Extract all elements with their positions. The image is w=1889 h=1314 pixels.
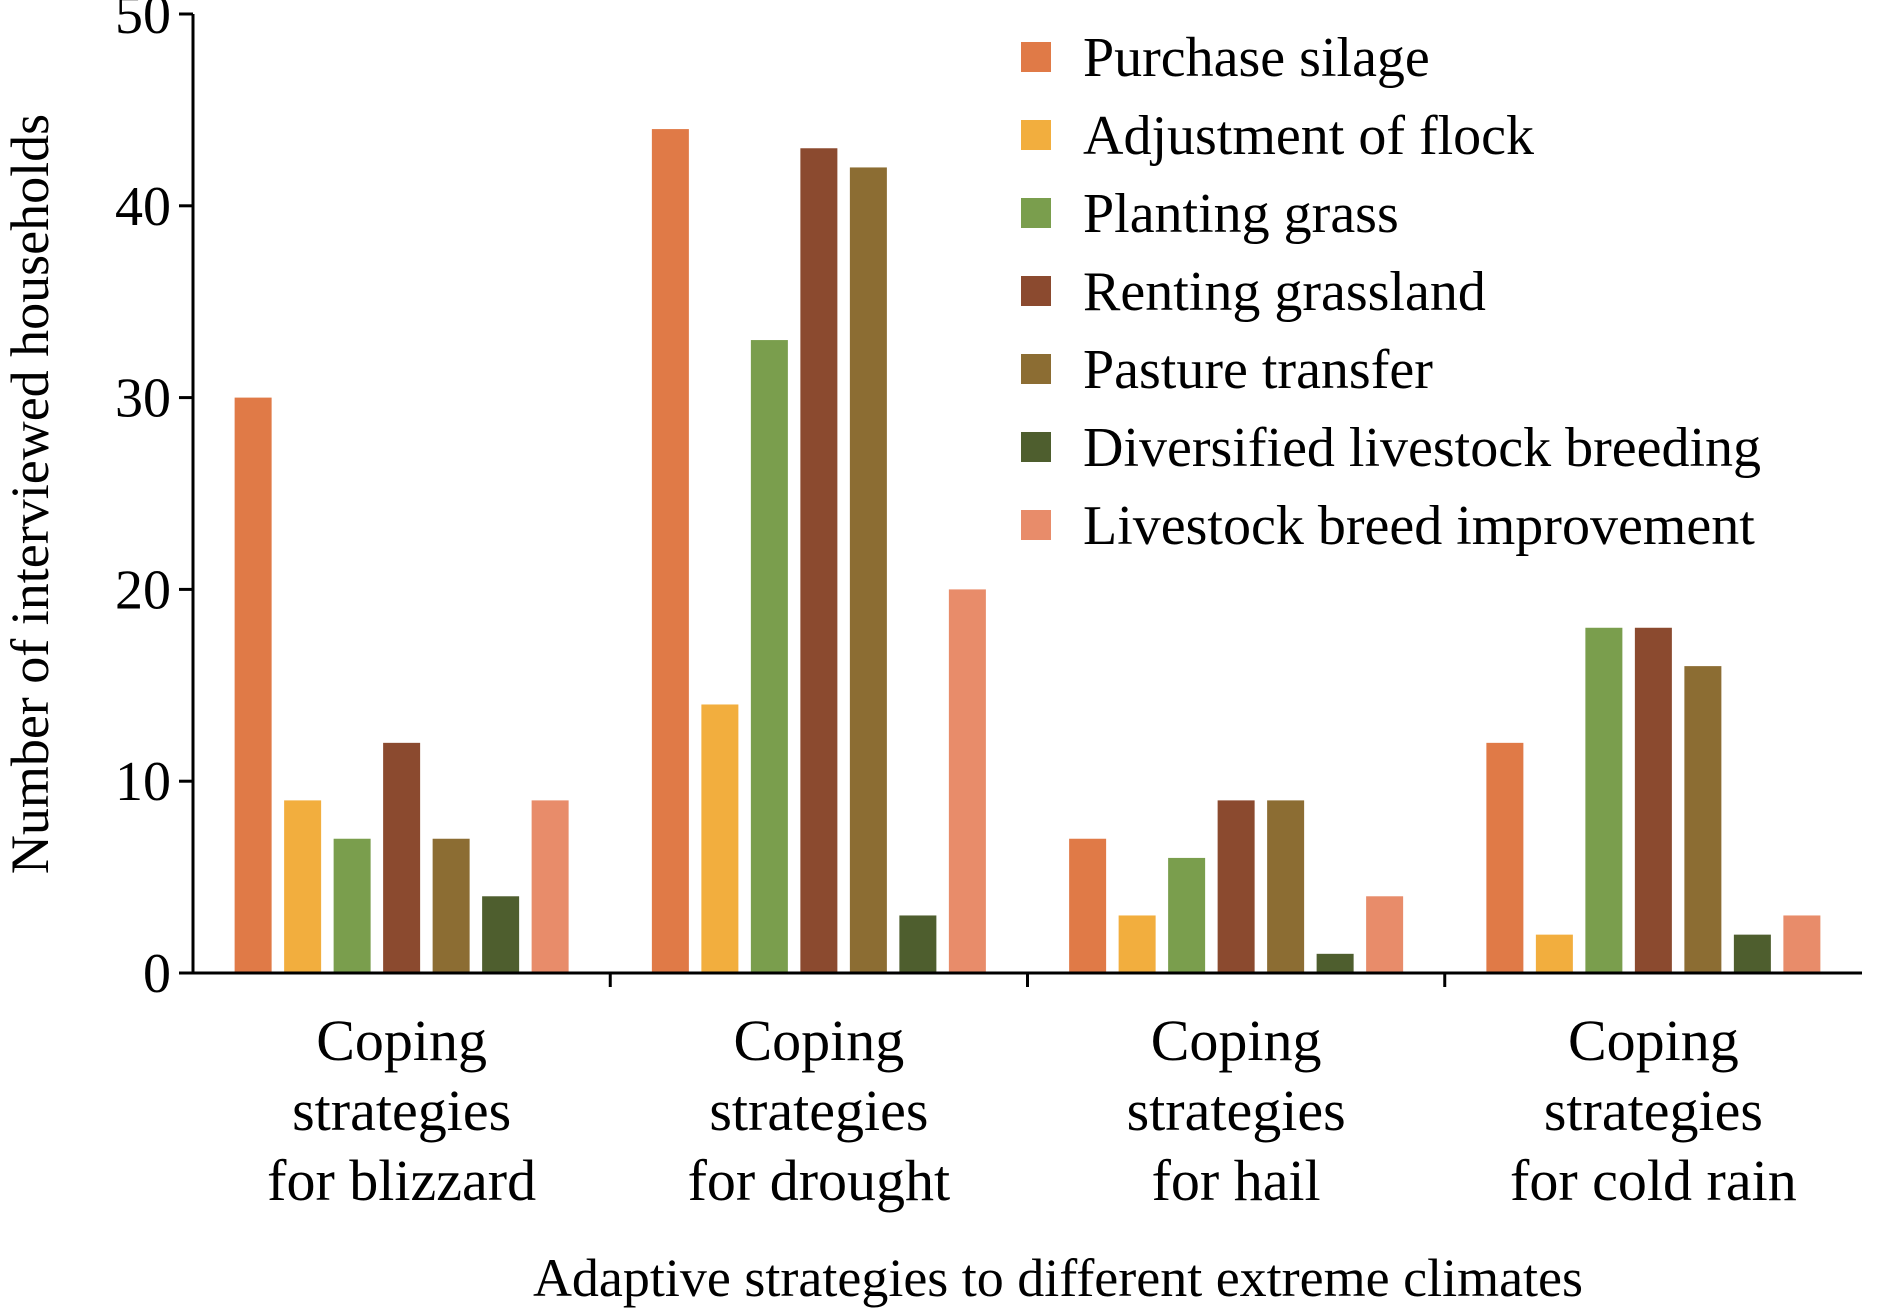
legend-label: Diversified livestock breeding: [1083, 417, 1761, 479]
category-label: Coping: [316, 1008, 487, 1073]
legend-label: Purchase silage: [1083, 27, 1430, 89]
bar: [383, 742, 421, 973]
bar: [1069, 838, 1107, 973]
bar: [1684, 666, 1722, 973]
y-tick-label: 50: [115, 0, 171, 46]
bar: [333, 838, 371, 973]
legend-label: Renting grassland: [1083, 261, 1486, 323]
bar: [432, 838, 470, 973]
y-axis-title: Number of interviewed households: [0, 114, 60, 874]
bar: [1634, 627, 1672, 973]
legend-label: Livestock breed improvement: [1083, 495, 1755, 557]
bar: [1316, 953, 1354, 973]
category-label: Coping: [733, 1008, 904, 1073]
bar: [1168, 857, 1206, 973]
bar: [750, 340, 788, 973]
category-label: for blizzard: [267, 1148, 536, 1213]
bar: [1118, 915, 1156, 973]
category-label: Coping: [1568, 1008, 1739, 1073]
bar: [651, 129, 689, 973]
y-ticks: 0 10 20 30 40 50: [115, 0, 193, 1005]
category-label: strategies: [709, 1078, 928, 1143]
category-label: for cold rain: [1510, 1148, 1797, 1213]
category-label: for drought: [688, 1148, 951, 1213]
category-label: strategies: [1544, 1078, 1763, 1143]
bar: [849, 167, 887, 973]
bar: [800, 148, 838, 973]
bar: [1733, 934, 1771, 973]
bar: [1267, 800, 1305, 973]
bar: [531, 800, 569, 973]
x-axis-title: Adaptive strategies to different extreme…: [533, 1248, 1583, 1308]
legend-swatch: [1021, 354, 1051, 384]
legend-label: Pasture transfer: [1083, 339, 1433, 401]
category-label: for hail: [1152, 1148, 1321, 1213]
bar: [1535, 934, 1573, 973]
legend-swatch: [1021, 432, 1051, 462]
category-label: strategies: [1127, 1078, 1346, 1143]
bar: [284, 800, 322, 973]
y-tick-label: 40: [115, 176, 171, 238]
bar: [1366, 896, 1404, 973]
legend-swatch: [1021, 198, 1051, 228]
legend-swatch: [1021, 42, 1051, 72]
x-ticks: [608, 973, 1447, 987]
y-tick-label: 0: [143, 943, 171, 1005]
bar: [482, 896, 520, 973]
legend: Purchase silage Adjustment of flock Planti…: [1021, 27, 1761, 557]
legend-label: Adjustment of flock: [1083, 105, 1534, 167]
legend-swatch: [1021, 276, 1051, 306]
bar: [1486, 742, 1524, 973]
legend-swatch: [1021, 120, 1051, 150]
bar: [1783, 915, 1821, 973]
y-tick-label: 30: [115, 368, 171, 430]
bar: [234, 397, 272, 974]
bar: [701, 704, 739, 973]
bar: [1585, 627, 1623, 973]
category-label: strategies: [292, 1078, 511, 1143]
bar: [899, 915, 937, 973]
y-tick-label: 20: [115, 559, 171, 621]
category-label: Coping: [1151, 1008, 1322, 1073]
legend-swatch: [1021, 510, 1051, 540]
bars-layer: [234, 129, 1821, 974]
legend-label: Planting grass: [1083, 183, 1399, 245]
y-tick-label: 10: [115, 751, 171, 813]
bar: [1217, 800, 1255, 973]
bar: [948, 589, 986, 973]
